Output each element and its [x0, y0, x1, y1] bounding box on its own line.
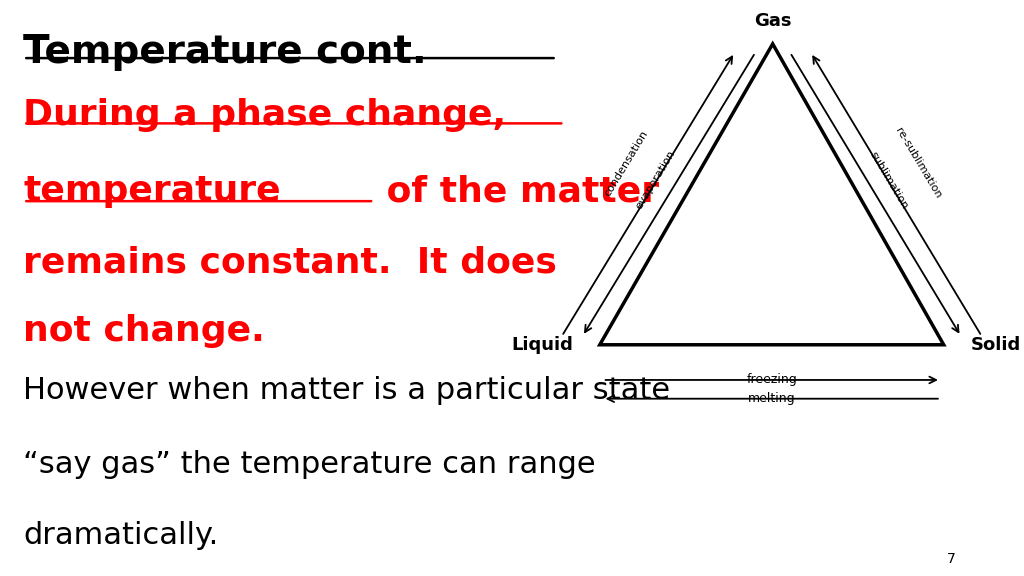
Text: During a phase change,: During a phase change, [24, 98, 507, 132]
Text: freezing: freezing [746, 373, 797, 386]
Text: 7: 7 [946, 552, 955, 566]
Text: Solid: Solid [971, 336, 1021, 354]
Text: re-sublimation: re-sublimation [893, 126, 943, 200]
Text: Temperature cont.: Temperature cont. [24, 33, 427, 70]
Text: remains constant.  It does: remains constant. It does [24, 245, 557, 279]
Text: “say gas” the temperature can range: “say gas” the temperature can range [24, 450, 596, 479]
Text: not change.: not change. [24, 313, 265, 347]
Text: dramatically.: dramatically. [24, 521, 219, 550]
Text: temperature: temperature [24, 175, 281, 209]
Text: sublimation: sublimation [868, 150, 910, 211]
Text: However when matter is a particular state: However when matter is a particular stat… [24, 376, 671, 405]
Text: Gas: Gas [754, 12, 792, 30]
Text: condensation: condensation [603, 128, 650, 198]
Text: Liquid: Liquid [511, 336, 572, 354]
Text: melting: melting [748, 392, 796, 405]
Text: of the matter: of the matter [374, 175, 659, 209]
Text: evaporation: evaporation [634, 149, 677, 211]
